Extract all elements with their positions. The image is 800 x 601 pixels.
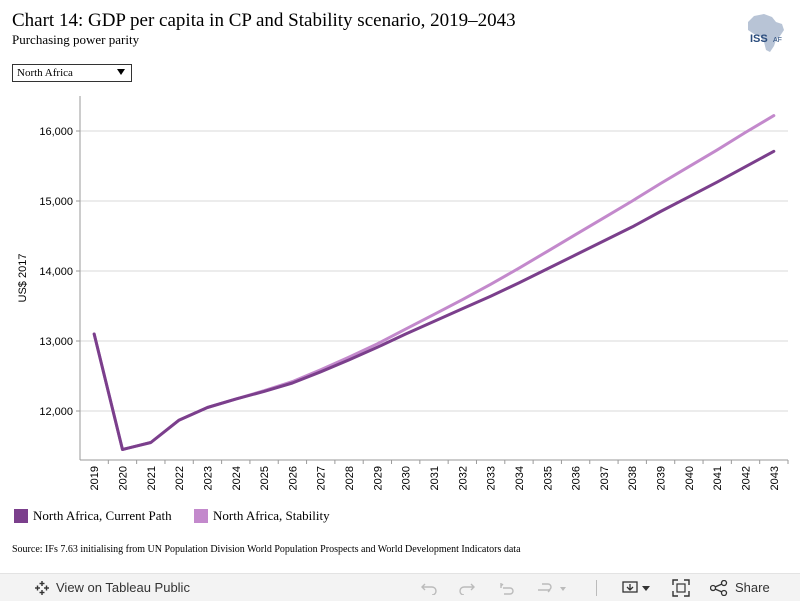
legend-item-stability[interactable]: North Africa, Stability [194,508,330,524]
download-button[interactable] [622,574,652,601]
legend-swatch-current-path [14,509,28,523]
x-tick-label: 2042 [741,466,753,490]
x-tick-label: 2034 [514,466,526,490]
x-tick-label: 2039 [656,466,668,490]
x-tick-label: 2021 [146,466,158,490]
source-note: Source: IFs 7.63 initialising from UN Po… [12,544,521,555]
x-tick-label: 2019 [89,466,101,490]
y-axis: 12,000 13,000 14,000 15,000 16,000 [39,96,81,460]
x-tick-label: 2032 [457,466,469,490]
download-icon [622,580,650,593]
x-tick-label: 2020 [117,466,129,490]
revert-icon [500,582,514,595]
view-on-tableau-link[interactable]: View on Tableau Public [34,574,190,601]
y-tick-label: 12,000 [39,406,73,418]
redo-button[interactable] [458,574,476,601]
refresh-button[interactable] [536,574,566,601]
series-line-current-path [92,149,776,451]
x-tick-label: 2040 [684,466,696,490]
y-tick-label: 14,000 [39,266,73,278]
share-label: Share [735,580,770,595]
tableau-footer: View on Tableau Public Share [0,573,800,601]
refresh-icon [538,582,566,592]
x-tick-label: 2033 [486,466,498,490]
x-tick-label: 2031 [429,466,441,490]
x-tick-label: 2041 [712,466,724,490]
fullscreen-button[interactable] [672,574,690,601]
legend-swatch-stability [194,509,208,523]
y-axis-label: US$ 2017 [17,254,29,303]
x-tick-label: 2030 [401,466,413,490]
x-tick-label: 2043 [769,466,781,490]
x-tick-label: 2022 [174,466,186,490]
undo-icon [421,583,437,595]
redo-icon [459,583,475,595]
x-tick-label: 2037 [599,466,611,490]
x-tick-label: 2023 [202,466,214,490]
tableau-logo-icon [35,580,49,595]
chart-subtitle: Purchasing power parity [12,32,140,47]
share-icon [710,579,728,596]
y-tick-label: 15,000 [39,196,73,208]
x-tick-label: 2038 [627,466,639,490]
legend-label-current-path: North Africa, Current Path [33,508,172,523]
x-tick-label: 2029 [372,466,384,490]
series-line-stability [92,114,776,451]
x-tick-label: 2024 [231,466,243,490]
iss-africa-logo: ISS AF [740,12,790,54]
y-tick-label: 13,000 [39,336,73,348]
legend-item-current-path[interactable]: North Africa, Current Path [14,508,172,524]
x-tick-label: 2025 [259,466,271,490]
x-tick-label: 2027 [316,466,328,490]
undo-button[interactable] [420,574,438,601]
revert-button[interactable] [498,574,516,601]
dropdown-arrow-icon [117,69,125,75]
x-tick-label: 2028 [344,466,356,490]
logo-text-af: AF [773,37,782,44]
region-filter-dropdown[interactable]: North Africa [12,64,132,82]
x-axis: 2019 2020 2021 2022 2023 2024 2025 2026 2027 2028… [80,459,789,490]
x-tick-label: 2026 [287,466,299,490]
y-tick-label: 16,000 [39,126,73,138]
logo-text-iss: ISS [750,33,768,45]
view-on-tableau-label: View on Tableau Public [56,580,190,595]
footer-divider [596,574,597,601]
region-filter-value: North Africa [17,67,73,79]
series-lines [92,114,776,451]
x-tick-label: 2036 [571,466,583,490]
chart-title: Chart 14: GDP per capita in CP and Stabi… [12,10,516,31]
legend-label-stability: North Africa, Stability [213,508,330,523]
gridlines [80,130,788,412]
share-button[interactable]: Share [710,574,770,601]
x-tick-label: 2035 [542,466,554,490]
africa-map-icon: ISS AF [748,14,784,52]
fullscreen-icon [672,578,690,597]
